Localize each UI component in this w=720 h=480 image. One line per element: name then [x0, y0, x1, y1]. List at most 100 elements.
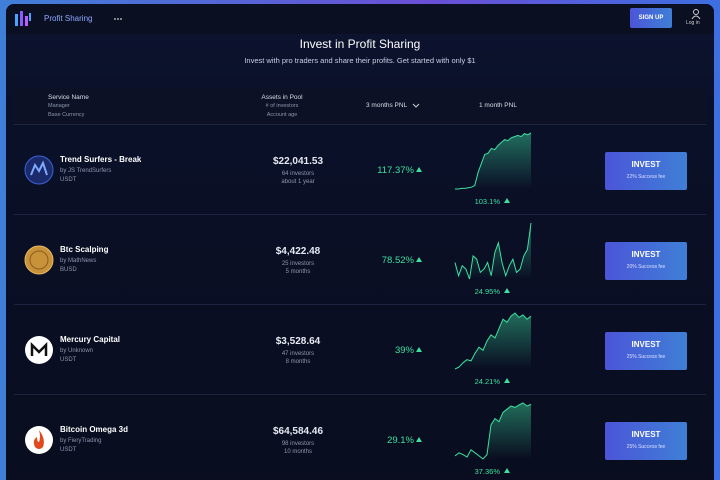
pnl-sparkline	[455, 132, 532, 190]
sparkline-line	[454, 222, 532, 280]
logo-shape	[24, 245, 54, 275]
investors: 47 investors	[281, 351, 315, 357]
sparkline-area	[455, 223, 531, 279]
pnl-1m: 37.36%	[474, 467, 500, 476]
pnl-3m: 78.52%	[381, 255, 414, 266]
service-logo	[25, 336, 53, 364]
sparkline-line	[454, 402, 532, 460]
pnl-1m: 24.21%	[474, 377, 500, 386]
up-arrow	[504, 468, 510, 473]
up-arrow	[416, 347, 422, 352]
page-subtitle: Invest with pro traders and share their …	[244, 56, 476, 65]
assets: $4,422.48	[275, 246, 321, 257]
column-header: Base Currency	[48, 112, 85, 118]
pnl-sparkline	[454, 312, 532, 370]
investors: 98 investors	[281, 441, 315, 447]
invest-label[interactable]: INVEST	[631, 430, 661, 439]
up-arrow-shape	[504, 378, 510, 383]
column-header: Account age	[266, 112, 298, 118]
top-bar: Profit Sharing SIGN UP Log in	[6, 4, 714, 34]
currency: USDT	[60, 447, 77, 453]
table-header: Service Name Manager Base Currency Assets i…	[14, 88, 706, 124]
service-name[interactable]: Btc Scalping	[60, 245, 109, 254]
up-arrow-shape	[416, 257, 422, 262]
page-title: Invest in Profit Sharing	[299, 37, 421, 51]
invest-button[interactable]: INVEST 20% Success fee	[605, 242, 687, 280]
column-header[interactable]: 3 months PNL	[366, 102, 408, 109]
more-menu[interactable]	[114, 17, 124, 21]
assets: $22,041.53	[272, 156, 324, 167]
table-row: Mercury Capital by Unknown USDT $3,528.64 47…	[14, 304, 706, 395]
up-arrow	[416, 167, 422, 172]
success-fee[interactable]: 22% Success fee	[626, 174, 666, 180]
up-arrow-shape	[504, 198, 510, 203]
table-row: Trend Surfers - Break by JS TrendSurfers U…	[14, 124, 706, 215]
sort-chevron-shape	[412, 103, 420, 108]
invest-button[interactable]: INVEST 25% Success fee	[605, 332, 687, 370]
assets: $3,528.64	[275, 336, 321, 347]
logo-shape	[25, 426, 53, 454]
sparkline-area	[455, 403, 531, 459]
service-name[interactable]: Trend Surfers - Break	[60, 155, 142, 164]
account-age: about 1 year	[281, 179, 315, 185]
log-in[interactable]: Log in	[686, 20, 700, 26]
account-age: 5 months	[285, 269, 311, 275]
logo-shape	[33, 430, 44, 449]
currency: BUSD	[60, 267, 77, 273]
sparkline-line	[455, 132, 532, 190]
pnl-3m: 29.1%	[387, 435, 414, 446]
table-row: Bitcoin Omega 3d by FieryTrading USDT $64,5…	[14, 394, 706, 480]
pnl-1m: 103.1%	[474, 197, 500, 206]
logo-shape	[30, 341, 48, 356]
service-name[interactable]: Mercury Capital	[60, 335, 121, 344]
service-name[interactable]: Bitcoin Omega 3d	[60, 425, 129, 434]
pnl-3m: 117.37%	[377, 165, 414, 176]
invest-button[interactable]: INVEST 22% Success fee	[605, 152, 687, 190]
invest-button[interactable]: INVEST 25% Success fee	[605, 422, 687, 460]
service-logo	[24, 245, 54, 275]
logo-shape	[25, 336, 53, 364]
investors: 25 investors	[281, 261, 315, 267]
table-row: Btc Scalping by MathNews BUSD $4,422.48 25 i…	[14, 214, 706, 305]
invest-label[interactable]: INVEST	[631, 250, 661, 259]
sparkline-line	[454, 312, 532, 370]
pnl-sparkline	[454, 222, 532, 280]
up-arrow	[416, 257, 422, 262]
sparkline-area	[455, 133, 531, 189]
up-arrow-shape	[504, 468, 510, 473]
account-age: 8 months	[285, 359, 311, 365]
column-header: Manager	[48, 103, 70, 109]
investors: 64 investors	[281, 171, 315, 177]
manager: by JS TrendSurfers	[60, 168, 112, 174]
pnl-3m: 39%	[394, 345, 414, 356]
up-arrow	[416, 437, 422, 442]
service-logo	[25, 426, 53, 454]
service-logo	[24, 155, 54, 185]
success-fee[interactable]: 20% Success fee	[626, 264, 666, 270]
success-fee[interactable]: 25% Success fee	[626, 444, 666, 450]
manager: by FieryTrading	[60, 438, 102, 444]
user-icon[interactable]	[691, 9, 701, 20]
app-name[interactable]: Profit Sharing	[44, 14, 93, 23]
logo-shape	[29, 250, 49, 270]
currency: USDT	[60, 177, 77, 183]
up-arrow-shape	[416, 437, 422, 442]
column-header: # of investors	[265, 103, 299, 109]
logo-shape	[30, 160, 48, 176]
sign-up-button[interactable]: SIGN UP	[630, 8, 672, 28]
column-header: 1 month PNL	[479, 102, 517, 109]
pnl-sparkline	[454, 402, 532, 460]
invest-label[interactable]: INVEST	[631, 340, 661, 349]
up-arrow-shape	[504, 288, 510, 293]
success-fee[interactable]: 25% Success fee	[626, 354, 666, 360]
currency: USDT	[60, 357, 77, 363]
up-arrow	[504, 288, 510, 293]
account-age: 10 months	[283, 449, 313, 455]
sort-chevron	[412, 103, 420, 108]
up-arrow-shape	[416, 167, 422, 172]
manager: by Unknown	[60, 348, 94, 354]
invest-label[interactable]: INVEST	[631, 160, 661, 169]
up-arrow-shape	[416, 347, 422, 352]
sparkline-area	[455, 313, 531, 369]
